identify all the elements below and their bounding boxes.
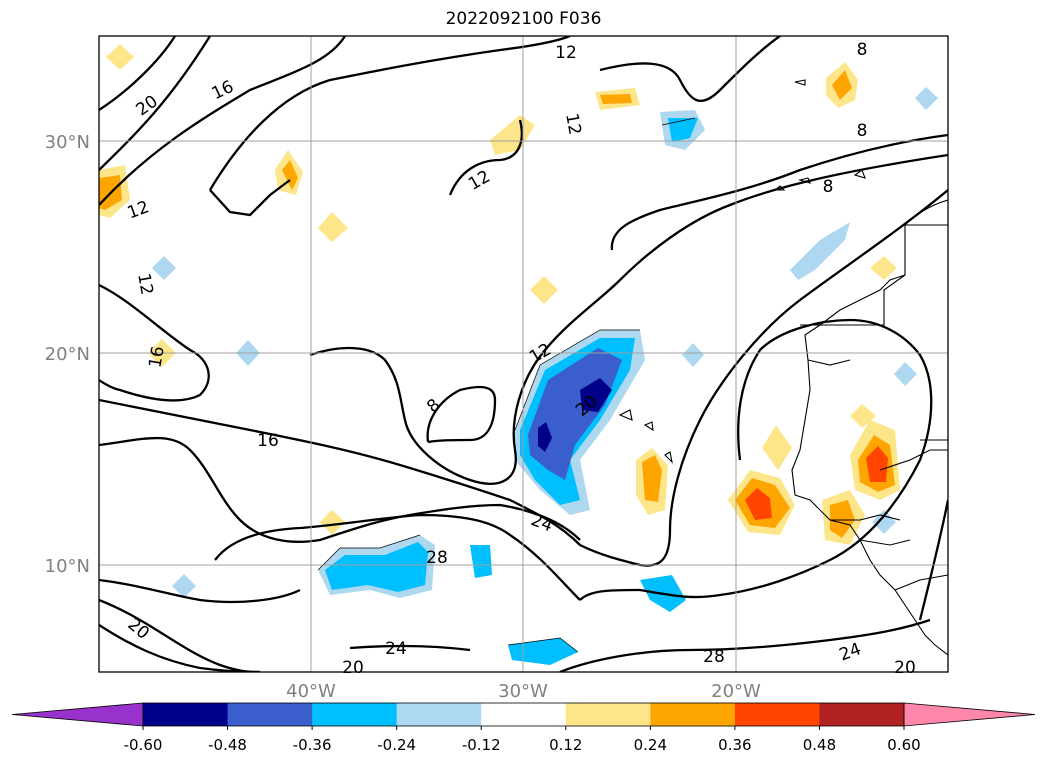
- contour-label: 20: [342, 658, 364, 678]
- contour-label: 28: [703, 647, 725, 667]
- colorbar-frame: [142, 702, 905, 727]
- colorbar-tick-label: 0.36: [718, 736, 751, 754]
- contour-label: 24: [385, 639, 407, 659]
- blue-band-max1: [580, 378, 612, 412]
- warm-patch-small4: [320, 510, 345, 535]
- blue-patch-ne: [790, 222, 850, 280]
- warm-patch-small7: [850, 404, 876, 428]
- warm-patch-n3-core: [282, 160, 298, 190]
- blue-dot-5: [172, 574, 196, 598]
- contour-lines: [99, 36, 948, 672]
- colorbar: -0.60 -0.48 -0.36 -0.24 -0.12 0.12 0.24 0.36 0.4…: [11, 702, 1036, 754]
- warm-patch-africa-core: [866, 446, 888, 482]
- blue-band-max2: [538, 422, 552, 452]
- warm-patch-small6: [762, 425, 792, 470]
- blue-dot-2: [152, 256, 176, 280]
- contour-label-group: 20 16 12 8 12 12 12 8 8 12 12 16 16 20 8…: [123, 40, 915, 678]
- lon-label: 40°W: [286, 681, 336, 702]
- warm-patch-small8: [870, 256, 897, 280]
- lon-axis: 40°W 30°W 20°W: [286, 681, 761, 702]
- contour-label: 28: [426, 548, 448, 568]
- lat-label: 20°N: [45, 344, 90, 365]
- contour-label: 8: [857, 40, 868, 60]
- contour-label: 8: [823, 177, 834, 197]
- blue-dot-7: [894, 362, 917, 386]
- lon-label: 20°W: [711, 681, 761, 702]
- warm-patch-senegal-core: [830, 500, 855, 538]
- colorbar-arrow-min: [11, 702, 144, 727]
- contour-label: 12: [133, 272, 156, 297]
- colorbar-tick-label: -0.36: [293, 736, 332, 754]
- contour-label: 12: [555, 43, 577, 63]
- blue-dot-6: [915, 87, 938, 110]
- colorbar-arrow-max: [903, 702, 1036, 727]
- blue-patch-s: [470, 545, 492, 578]
- colorbar-segment: [312, 703, 398, 726]
- contour-label: 12: [561, 112, 584, 137]
- warm-patch-mid-core: [642, 455, 662, 502]
- shade-edges: [317, 117, 696, 653]
- blue-dot-3: [682, 343, 704, 367]
- map-title: 2022092100 F036: [445, 9, 602, 29]
- lon-label: 30°W: [498, 681, 548, 702]
- contour-label: 8: [857, 121, 868, 141]
- colorbar-segment: [143, 703, 229, 726]
- warm-patch-small1: [318, 212, 348, 242]
- warm-patch-coast-core: [745, 488, 772, 520]
- colorbar-tick-label: 0.24: [634, 736, 667, 754]
- warm-patch-n4: [490, 115, 535, 155]
- colorbar-tick-label: -0.12: [462, 736, 501, 754]
- colorbar-tick-label: 0.60: [887, 736, 920, 754]
- colorbar-tick-label: 0.12: [549, 736, 582, 754]
- warm-patch-small2: [530, 276, 558, 304]
- colorbar-tick-label: -0.60: [124, 736, 163, 754]
- colorbar-segment: [396, 703, 482, 726]
- lat-label: 10°N: [45, 556, 90, 577]
- warm-patch-n2-core: [832, 70, 852, 100]
- blue-patch-n-core: [668, 118, 698, 142]
- lat-label: 30°N: [45, 132, 90, 153]
- colorbar-segment: [819, 703, 905, 726]
- gridlines: [99, 36, 948, 672]
- colorbar-segment: [734, 703, 820, 726]
- coastline: [618, 79, 948, 656]
- contour-label: 16: [145, 345, 168, 370]
- blue-patch-sw-core: [325, 542, 428, 592]
- shaded-field: [99, 44, 938, 665]
- colorbar-tick-label: -0.24: [377, 736, 416, 754]
- contour-label: 20: [894, 658, 916, 678]
- colorbar-segment: [565, 703, 651, 726]
- colorbar-tick-label: -0.48: [208, 736, 247, 754]
- blue-patch-bottom: [508, 638, 578, 665]
- warm-patch-n1-core: [600, 94, 632, 104]
- warm-patch-small5: [106, 44, 134, 70]
- colorbar-tick-label: 0.48: [803, 736, 836, 754]
- colorbar-segment: [481, 703, 567, 726]
- colorbar-segment: [650, 703, 736, 726]
- map-frame: [98, 35, 949, 673]
- contour-label: 16: [257, 431, 279, 451]
- colorbar-segment: [227, 703, 313, 726]
- lat-axis: 30°N 20°N 10°N: [45, 132, 90, 577]
